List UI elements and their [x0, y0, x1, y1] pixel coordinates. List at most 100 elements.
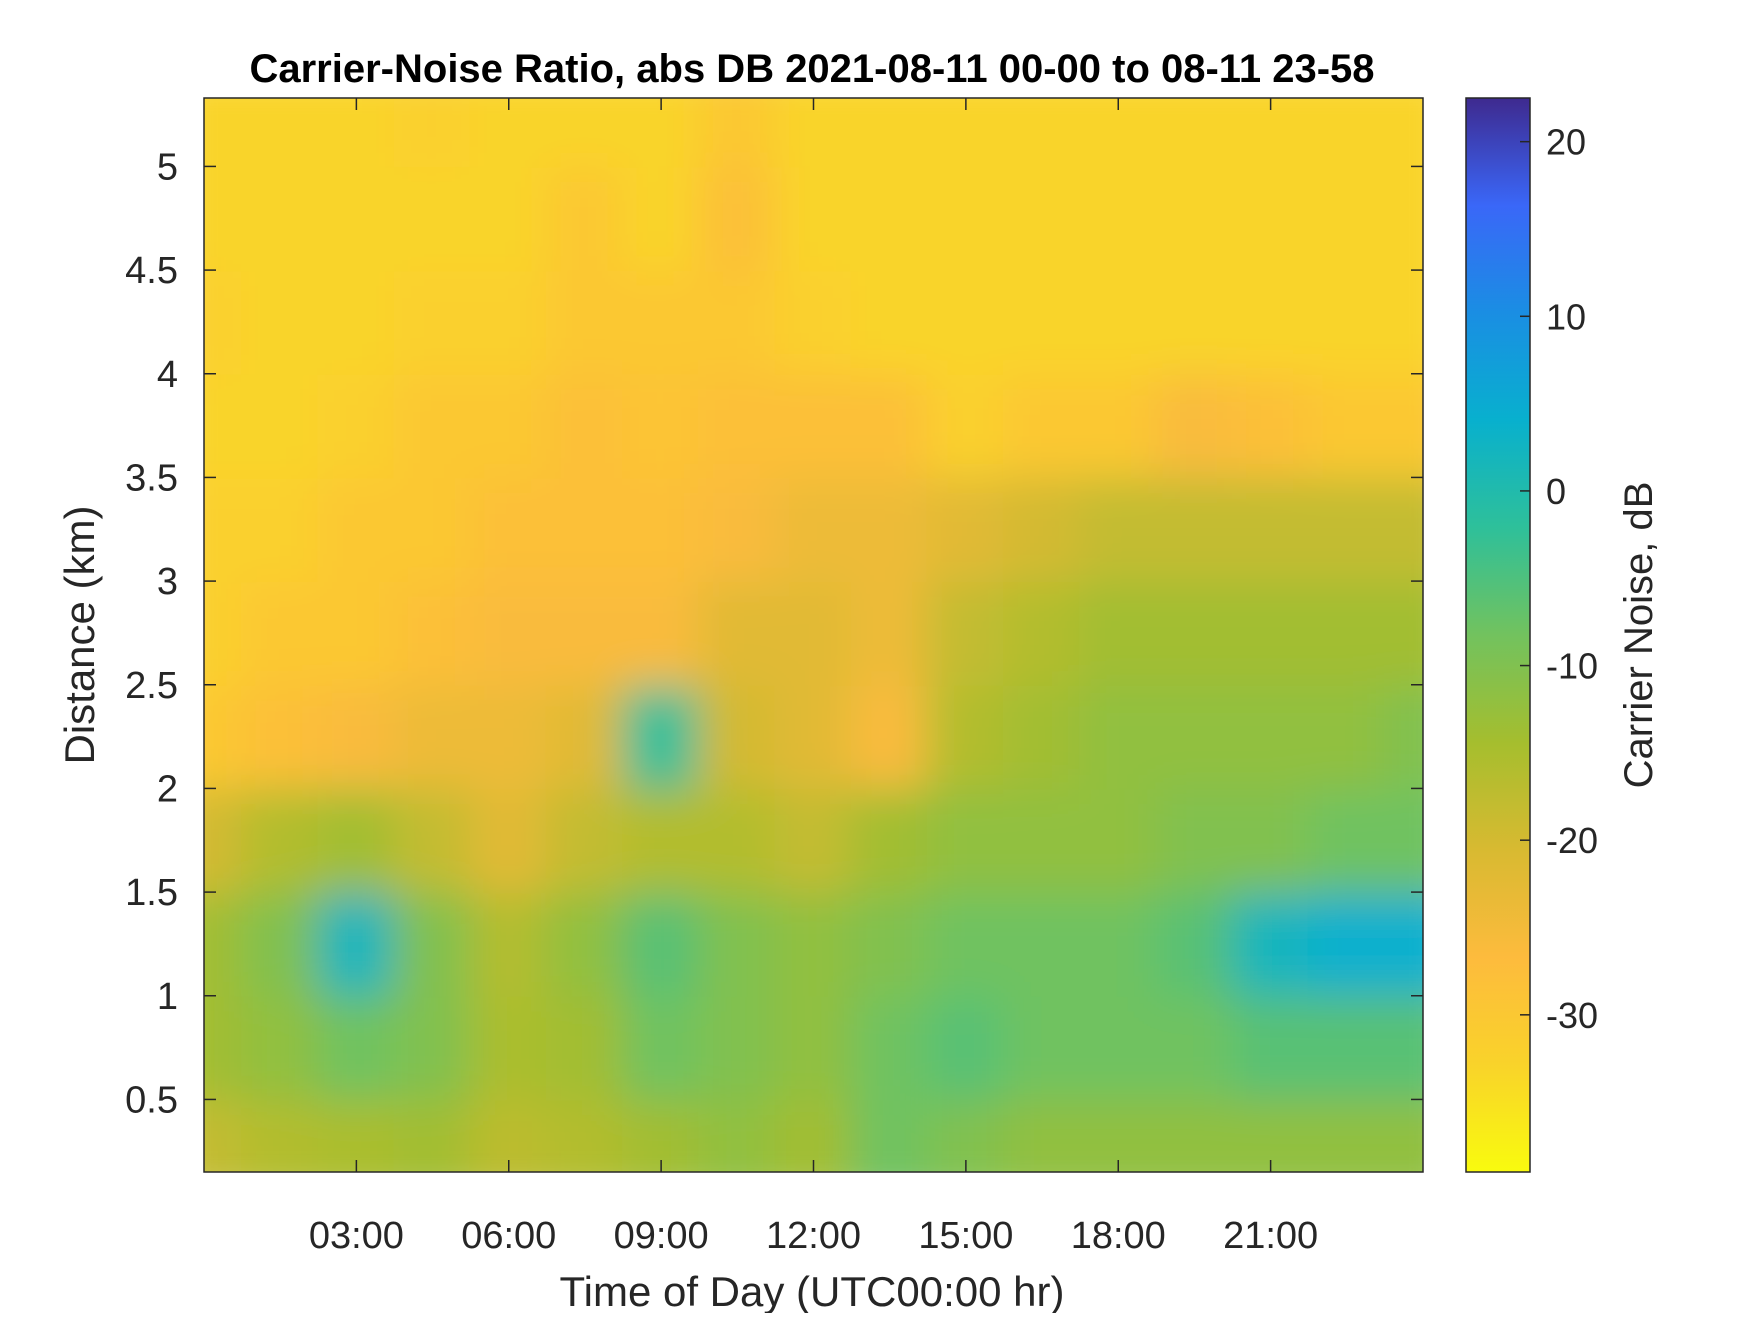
heatmap-cell	[317, 580, 396, 686]
heatmap-cell	[1079, 787, 1158, 894]
heatmap-cell	[241, 269, 320, 375]
y-tick-label: 4.5	[125, 250, 178, 292]
heatmap-cell	[545, 476, 625, 583]
heatmap-cell	[850, 580, 929, 686]
heatmap-cell	[469, 476, 548, 583]
heatmap-cell	[850, 165, 929, 272]
heatmap-cell	[1307, 683, 1386, 790]
heatmap-cell	[1383, 891, 1423, 997]
heatmap-cell	[622, 994, 701, 1101]
heatmap-cell	[317, 269, 396, 375]
heatmap-cell	[622, 476, 701, 583]
heatmap-cell	[545, 372, 625, 479]
heatmap-cell	[622, 269, 701, 375]
colorbar-tick-label: 0	[1546, 471, 1566, 512]
heatmap-cell	[469, 994, 548, 1101]
heatmap-cell	[1231, 269, 1310, 375]
heatmap-cell	[317, 1098, 396, 1172]
heatmap-cell	[393, 372, 472, 479]
y-axis-label: Distance (km)	[56, 505, 103, 764]
heatmap-cell	[1383, 1098, 1423, 1172]
heatmap-cell	[850, 994, 929, 1101]
heatmap-cell	[1383, 98, 1423, 168]
heatmap-cell	[1307, 165, 1386, 272]
x-tick-label: 18:00	[1071, 1215, 1166, 1257]
heatmap-cell	[317, 476, 396, 583]
heatmap-cell	[204, 1098, 244, 1172]
heatmap-cell	[1307, 476, 1386, 583]
heatmap-cell	[204, 165, 244, 272]
heatmap-cell	[926, 372, 1005, 479]
heatmap-cell	[204, 787, 244, 894]
heatmap-cell	[622, 372, 701, 479]
y-tick-label: 3	[157, 561, 178, 603]
heatmap-cell	[204, 891, 244, 997]
heatmap-cell	[204, 269, 244, 375]
heatmap-cell	[1155, 269, 1234, 375]
heatmap-cell	[469, 683, 548, 790]
heatmap-cell	[241, 580, 320, 686]
x-tick-label: 21:00	[1223, 1215, 1318, 1257]
heatmap-cell	[1079, 580, 1158, 686]
heatmap-cell	[1155, 372, 1234, 479]
heatmap-cell	[1002, 269, 1082, 375]
heatmap-cell	[1002, 683, 1082, 790]
heatmap-cell	[545, 891, 625, 997]
heatmap-cell	[926, 1098, 1005, 1172]
heatmap-cell	[1155, 98, 1234, 168]
colorbar-label: Carrier Noise, dB	[1617, 482, 1661, 789]
heatmap-cell	[241, 98, 320, 168]
heatmap-cell	[204, 683, 244, 790]
heatmap-cell	[1079, 269, 1158, 375]
heatmap-cell	[1383, 372, 1423, 479]
heatmap-cell	[241, 683, 320, 790]
heatmap-cell	[1383, 580, 1423, 686]
heatmap-cell	[393, 787, 472, 894]
y-tick-label: 1	[157, 976, 178, 1018]
heatmap-cell	[241, 1098, 320, 1172]
heatmap-cell	[204, 580, 244, 686]
heatmap-cell	[469, 580, 548, 686]
x-tick-label: 12:00	[766, 1215, 861, 1257]
heatmap-cell	[393, 580, 472, 686]
chart-title: Carrier-Noise Ratio, abs DB 2021-08-11 0…	[249, 47, 1374, 91]
heatmap-cell	[1079, 165, 1158, 272]
heatmap-cell	[774, 165, 853, 272]
heatmap-cell	[1383, 994, 1423, 1101]
heatmap-cell	[204, 98, 244, 168]
heatmap-cell	[545, 580, 625, 686]
heatmap-cell	[926, 683, 1005, 790]
heatmap-cell	[1155, 1098, 1234, 1172]
heatmap-cell	[1079, 891, 1158, 997]
heatmap-cell	[622, 787, 701, 894]
colorbar-tick-label: -10	[1546, 646, 1598, 687]
heatmap-cell	[850, 1098, 929, 1172]
plot-area	[204, 98, 1423, 1172]
heatmap-cell	[545, 269, 625, 375]
y-axis: 0.5 1 1.5 2 2.5 3 3.5 4 4.5 5	[125, 146, 1423, 1121]
heatmap-cell	[622, 1098, 701, 1172]
heatmap-cell	[317, 372, 396, 479]
heatmap-cell	[1231, 580, 1310, 686]
heatmap-cell	[1002, 372, 1082, 479]
heatmap-cell	[1155, 476, 1234, 583]
heatmap-cell	[1307, 891, 1386, 997]
heatmap-cell	[926, 994, 1005, 1101]
heatmap-cell	[1155, 683, 1234, 790]
heatmap-cell	[393, 891, 472, 997]
heatmap-cell	[1002, 1098, 1082, 1172]
heatmap-cell	[698, 580, 777, 686]
heatmap-cell	[1231, 994, 1310, 1101]
heatmap-cell	[622, 580, 701, 686]
heatmap-cell	[545, 98, 625, 168]
x-axis: 03:00 06:00 09:00 12:00 15:00 18:00 21:00	[309, 98, 1318, 1257]
heatmap-cell	[1231, 1098, 1310, 1172]
heatmap-cell	[1002, 476, 1082, 583]
heatmap-cell	[241, 165, 320, 272]
heatmap-cell	[698, 372, 777, 479]
heatmap-cell	[469, 1098, 548, 1172]
heatmap-cell	[204, 476, 244, 583]
heatmap-cell	[926, 891, 1005, 997]
heatmap-cell	[1383, 683, 1423, 790]
heatmap-cell	[622, 165, 701, 272]
